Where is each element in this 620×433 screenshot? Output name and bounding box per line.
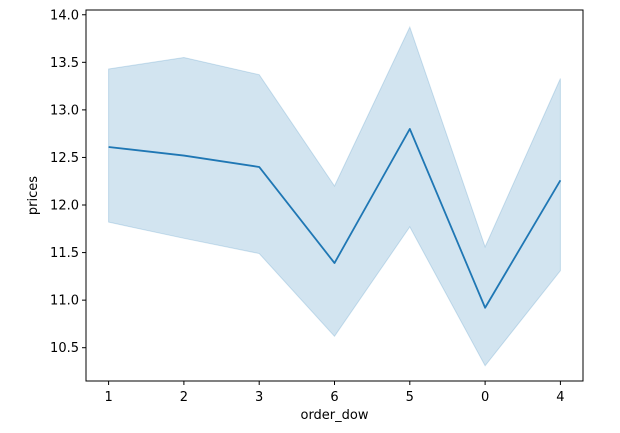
confidence-band-layer [108,25,561,367]
x-tick-label: 4 [556,390,564,405]
y-tick-label: 12.0 [50,199,79,214]
x-tick-label: 3 [255,390,263,405]
x-tick-label: 2 [180,390,188,405]
series-line [108,128,562,309]
y-tick-label: 11.5 [50,246,79,261]
x-tick-label: 1 [104,390,112,405]
y-tick-label: 11.0 [50,294,79,309]
x-tick-label: 0 [481,390,489,405]
y-tick-label: 13.0 [50,103,79,118]
x-axis-label: order_dow [300,408,368,423]
x-tick-label: 6 [330,390,338,405]
y-tick-label: 10.5 [50,341,79,356]
confidence-band [108,25,561,367]
y-tick-label: 14.0 [50,8,79,23]
x-tick-label: 5 [406,390,414,405]
y-tick-label: 12.5 [50,151,79,166]
y-axis-label: prices [26,176,41,215]
y-tick-label: 13.5 [50,56,79,71]
series-line-layer [108,128,562,309]
x-axis-ticks: 1 2 3 6 5 0 4 [104,381,565,405]
y-axis-ticks: 10.5 11.0 11.5 12.0 12.5 13.0 13.5 14.0 [50,8,86,356]
